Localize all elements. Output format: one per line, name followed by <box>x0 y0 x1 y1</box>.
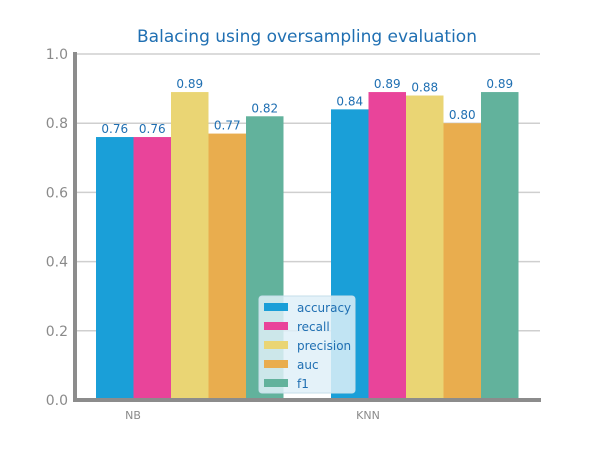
y-tick-label: 1.0 <box>46 47 68 63</box>
chart-title: Balacing using oversampling evaluation <box>137 27 477 47</box>
data-label: 0.84 <box>336 94 363 108</box>
bars <box>96 92 519 401</box>
legend-swatch-accuracy <box>264 303 288 311</box>
x-tick-label: KNN <box>356 409 380 422</box>
y-tick-label: 0.4 <box>46 255 68 271</box>
bar-nb-auc <box>208 133 246 400</box>
data-label: 0.89 <box>176 77 203 91</box>
bar-nb-recall <box>133 137 171 401</box>
data-label: 0.80 <box>449 108 476 122</box>
data-label: 0.76 <box>139 122 166 136</box>
legend: accuracy recall precision auc f1 <box>258 295 356 394</box>
data-label: 0.76 <box>101 122 128 136</box>
legend-label-auc: auc <box>297 358 319 372</box>
bar-knn-auc <box>443 123 481 400</box>
y-tick-label: 0.2 <box>46 324 68 340</box>
legend-label-f1: f1 <box>297 377 309 391</box>
legend-box <box>258 295 356 394</box>
bar-knn-precision <box>406 95 444 401</box>
legend-swatch-recall <box>264 322 288 330</box>
legend-swatch-f1 <box>264 379 288 387</box>
y-tick-label: 0.8 <box>46 116 68 132</box>
data-label: 0.89 <box>374 77 401 91</box>
x-tick-label: NB <box>125 409 141 422</box>
data-labels: 0.76 0.76 0.89 0.77 0.82 0.84 0.89 0.88 0.80 0.89 <box>101 77 513 136</box>
bar-knn-f1 <box>481 92 519 400</box>
bar-knn-recall <box>368 92 406 400</box>
legend-label-precision: precision <box>297 339 351 353</box>
data-label: 0.89 <box>486 77 513 91</box>
legend-swatch-precision <box>264 341 288 349</box>
data-label: 0.82 <box>251 101 278 115</box>
axes <box>73 52 541 402</box>
x-tick-labels: NB KNN <box>125 409 380 422</box>
y-tick-label: 0.0 <box>46 393 68 409</box>
legend-label-recall: recall <box>297 320 330 334</box>
legend-label-accuracy: accuracy <box>297 301 351 315</box>
data-label: 0.88 <box>411 81 438 95</box>
bar-nb-accuracy <box>96 137 134 401</box>
y-tick-label: 0.6 <box>46 185 68 201</box>
data-label: 0.77 <box>214 119 241 133</box>
legend-swatch-auc <box>264 360 288 368</box>
y-tick-labels: 0.0 0.2 0.4 0.6 0.8 1.0 <box>46 47 68 409</box>
bar-nb-precision <box>171 92 209 400</box>
